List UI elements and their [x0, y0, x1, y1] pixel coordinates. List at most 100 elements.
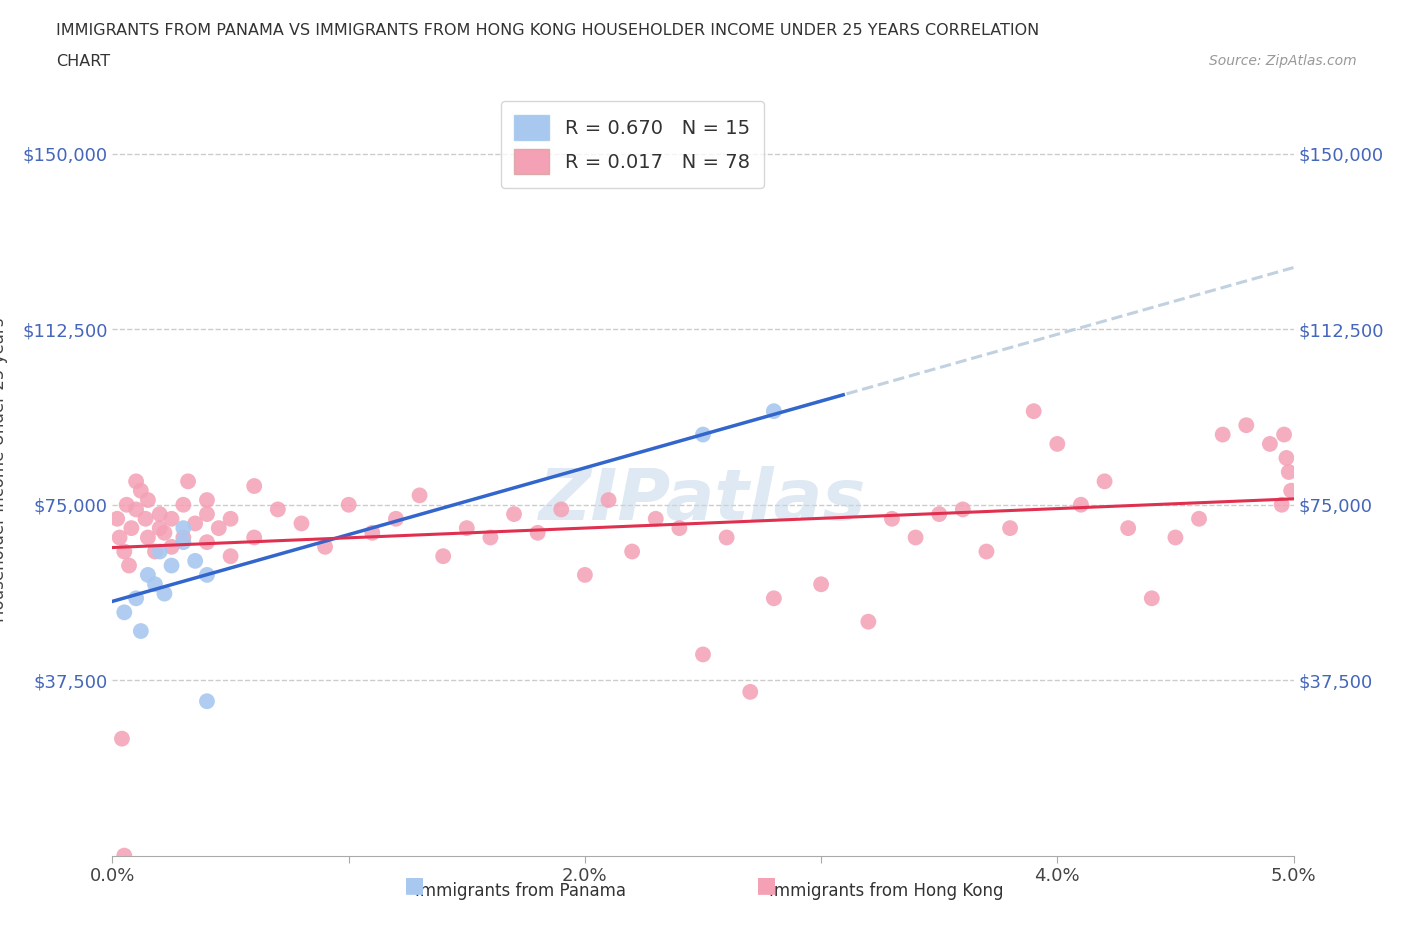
Point: [118, 558, 141, 573]
Text: CHART: CHART: [56, 54, 110, 69]
Point: [1046, 436, 1069, 451]
Point: [267, 502, 290, 517]
Point: [550, 502, 572, 517]
Point: [177, 474, 200, 489]
Point: [1164, 530, 1187, 545]
Point: [129, 484, 152, 498]
Y-axis label: Householder Income Under 25 years: Householder Income Under 25 years: [0, 317, 8, 622]
Point: [125, 474, 148, 489]
Point: [219, 549, 242, 564]
Point: [361, 525, 384, 540]
Point: [219, 512, 242, 526]
Point: [160, 539, 183, 554]
Point: [136, 530, 159, 545]
Point: [810, 577, 832, 591]
Point: [952, 502, 974, 517]
Point: [125, 502, 148, 517]
Point: [172, 498, 194, 512]
Point: [479, 530, 502, 545]
Point: [1212, 427, 1234, 442]
Point: [115, 498, 138, 512]
Point: [1279, 484, 1302, 498]
Point: [108, 530, 131, 545]
Point: [1188, 512, 1211, 526]
Point: [120, 521, 142, 536]
Point: [160, 512, 183, 526]
Point: [762, 404, 785, 418]
Text: IMMIGRANTS FROM PANAMA VS IMMIGRANTS FROM HONG KONG HOUSEHOLDER INCOME UNDER 25 : IMMIGRANTS FROM PANAMA VS IMMIGRANTS FRO…: [56, 23, 1039, 38]
Point: [129, 624, 152, 639]
Point: [195, 567, 218, 582]
Text: ZIPatlas: ZIPatlas: [540, 466, 866, 535]
Point: [432, 549, 454, 564]
Point: [149, 521, 172, 536]
Point: [385, 512, 408, 526]
Point: [408, 488, 430, 503]
Point: [598, 493, 620, 508]
Point: [153, 586, 176, 601]
Point: [1271, 498, 1294, 512]
Point: [136, 493, 159, 508]
Point: [112, 544, 135, 559]
Legend: R = 0.670   N = 15, R = 0.017   N = 78: R = 0.670 N = 15, R = 0.017 N = 78: [501, 101, 763, 188]
Point: [243, 530, 266, 545]
Point: [998, 521, 1021, 536]
Point: [1275, 450, 1298, 465]
Point: [172, 535, 194, 550]
Point: [184, 553, 207, 568]
Point: [1022, 404, 1045, 418]
Point: [1234, 418, 1257, 432]
Point: [456, 521, 478, 536]
Point: [111, 731, 134, 746]
Point: [1094, 474, 1116, 489]
Point: [143, 577, 166, 591]
Point: [668, 521, 690, 536]
Point: [135, 512, 157, 526]
Point: [1278, 465, 1301, 480]
Point: [149, 507, 172, 522]
Point: [716, 530, 738, 545]
Point: [692, 427, 714, 442]
Point: [136, 567, 159, 582]
Point: [1258, 436, 1281, 451]
Point: [243, 479, 266, 494]
Text: Immigrants from Panama: Immigrants from Panama: [415, 883, 626, 900]
Point: [112, 604, 135, 619]
Point: [195, 493, 218, 508]
Point: [503, 507, 526, 522]
Point: [314, 539, 336, 554]
Text: ■: ■: [756, 874, 776, 895]
Point: [112, 848, 135, 863]
Point: [904, 530, 927, 545]
Point: [858, 614, 880, 629]
Point: [143, 544, 166, 559]
Point: [195, 507, 218, 522]
Point: [740, 684, 762, 699]
Point: [208, 521, 231, 536]
Point: [290, 516, 312, 531]
Point: [692, 647, 714, 662]
Text: Immigrants from Hong Kong: Immigrants from Hong Kong: [769, 883, 1002, 900]
Point: [195, 535, 218, 550]
Point: [976, 544, 998, 559]
Point: [172, 530, 194, 545]
Point: [928, 507, 950, 522]
Text: ■: ■: [405, 874, 425, 895]
Point: [149, 544, 172, 559]
Point: [762, 591, 785, 605]
Point: [644, 512, 666, 526]
Point: [621, 544, 644, 559]
Point: [153, 525, 176, 540]
Point: [195, 694, 218, 709]
Point: [160, 558, 183, 573]
Point: [105, 512, 128, 526]
Point: [1272, 427, 1295, 442]
Point: [526, 525, 548, 540]
Point: [880, 512, 903, 526]
Text: Source: ZipAtlas.com: Source: ZipAtlas.com: [1209, 54, 1357, 68]
Point: [125, 591, 148, 605]
Point: [172, 521, 194, 536]
Point: [184, 516, 207, 531]
Point: [337, 498, 360, 512]
Point: [574, 567, 596, 582]
